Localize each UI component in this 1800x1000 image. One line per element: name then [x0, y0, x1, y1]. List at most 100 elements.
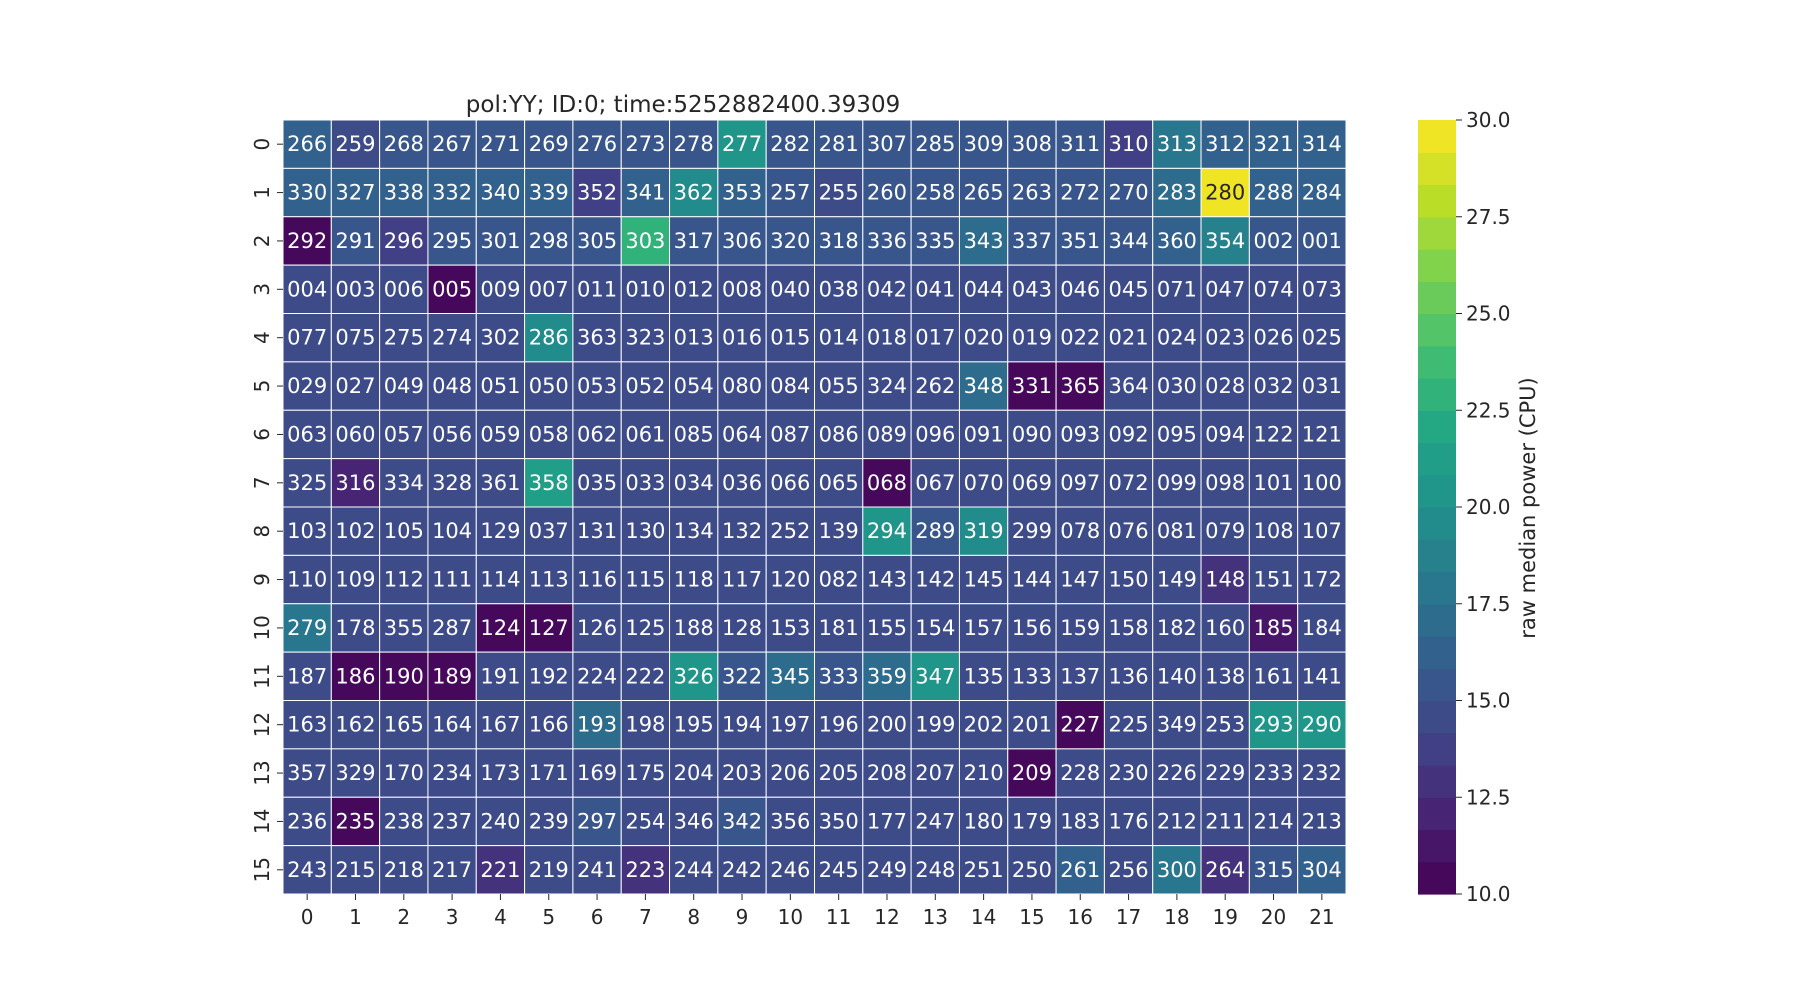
y-tick-label: 14 — [250, 809, 274, 834]
cell-label: 319 — [964, 519, 1004, 543]
cell-label: 321 — [1253, 132, 1293, 156]
cell-label: 025 — [1302, 326, 1342, 350]
cell-label: 100 — [1302, 471, 1342, 495]
cell-label: 140 — [1157, 664, 1197, 688]
cell-label: 038 — [819, 277, 859, 301]
heatmap-cell — [427, 651, 477, 701]
cell-label: 185 — [1253, 616, 1293, 640]
heatmap-cell — [814, 458, 864, 508]
colorbar-label: raw median power (CPU) — [1516, 377, 1540, 638]
cell-label: 239 — [529, 809, 569, 833]
heatmap-cell — [862, 554, 912, 605]
colorbar-segment — [1418, 410, 1456, 444]
cell-label: 327 — [335, 181, 375, 205]
cell-label: 175 — [625, 761, 665, 785]
cell-label: 110 — [287, 568, 327, 592]
heatmap-cell — [1103, 700, 1154, 750]
cell-label: 029 — [287, 374, 327, 398]
x-tick-label: 10 — [778, 905, 803, 929]
x-tick-label: 20 — [1261, 905, 1286, 929]
heatmap-cell — [1103, 409, 1154, 460]
cell-label: 058 — [529, 422, 569, 446]
heatmap-cell — [1248, 845, 1299, 895]
cell-label: 346 — [674, 809, 714, 833]
heatmap-cell — [282, 313, 332, 363]
cell-label: 050 — [529, 374, 569, 398]
heatmap-cell — [330, 748, 381, 798]
cell-label: 189 — [432, 664, 472, 688]
heatmap-cell — [1152, 409, 1202, 460]
cell-label: 342 — [722, 809, 762, 833]
heatmap-cell — [620, 700, 671, 750]
cell-label: 053 — [577, 374, 617, 398]
cell-label: 087 — [770, 422, 810, 446]
cell-label: 049 — [384, 374, 424, 398]
cell-label: 144 — [1012, 568, 1052, 592]
cell-label: 274 — [432, 326, 472, 350]
heatmap-cell — [1152, 651, 1202, 701]
cell-label: 166 — [529, 713, 569, 737]
cell-label: 326 — [674, 664, 714, 688]
cell-label: 258 — [915, 181, 955, 205]
cell-label: 262 — [915, 374, 955, 398]
heatmap-cell — [910, 554, 960, 605]
cell-label: 338 — [384, 181, 424, 205]
cell-label: 226 — [1157, 761, 1197, 785]
cell-label: 285 — [915, 132, 955, 156]
heatmap-cell — [620, 264, 671, 314]
heatmap-cell — [1200, 409, 1250, 460]
heatmap-cell — [524, 409, 574, 460]
cell-label: 235 — [335, 809, 375, 833]
cell-label: 273 — [625, 132, 665, 156]
cell-label: 356 — [770, 809, 810, 833]
cell-label: 315 — [1253, 858, 1293, 882]
cell-label: 308 — [1012, 132, 1052, 156]
cell-label: 298 — [529, 229, 569, 253]
heatmap-cell — [1152, 603, 1202, 653]
cell-label: 139 — [819, 519, 859, 543]
cell-label: 004 — [287, 277, 327, 301]
cell-label: 148 — [1205, 568, 1245, 592]
cell-label: 035 — [577, 471, 617, 495]
cell-label: 107 — [1302, 519, 1342, 543]
heatmap-cell — [717, 119, 767, 169]
cell-label: 102 — [335, 519, 375, 543]
heatmap-cell — [958, 409, 1009, 460]
heatmap-cell — [1103, 506, 1154, 556]
cell-label: 095 — [1157, 422, 1197, 446]
cell-label: 006 — [384, 277, 424, 301]
cell-label: 224 — [577, 664, 617, 688]
cell-label: 212 — [1157, 809, 1197, 833]
colorbar-segment — [1418, 216, 1456, 250]
heatmap-cell — [1055, 167, 1105, 218]
heatmap-cell — [862, 748, 912, 798]
cell-label: 268 — [384, 132, 424, 156]
cell-label: 303 — [625, 229, 665, 253]
cell-label: 267 — [432, 132, 472, 156]
cell-label: 362 — [674, 181, 714, 205]
cell-label: 064 — [722, 422, 762, 446]
cell-label: 203 — [722, 761, 762, 785]
heatmap-cell — [330, 603, 381, 653]
cell-label: 147 — [1060, 568, 1100, 592]
cell-label: 073 — [1302, 277, 1342, 301]
heatmap-cell — [669, 361, 719, 411]
cell-label: 171 — [529, 761, 569, 785]
cell-label: 261 — [1060, 858, 1100, 882]
heatmap-cell — [814, 554, 864, 605]
cell-label: 145 — [964, 568, 1004, 592]
cell-label: 015 — [770, 326, 810, 350]
heatmap-cell — [524, 603, 574, 653]
heatmap-cell — [814, 603, 864, 653]
cell-label: 290 — [1302, 713, 1342, 737]
heatmap-cell — [669, 264, 719, 314]
y-tick-label: 10 — [250, 615, 274, 640]
cell-label: 010 — [625, 277, 665, 301]
heatmap-cell — [814, 748, 864, 798]
cell-label: 283 — [1157, 181, 1197, 205]
cell-label: 138 — [1205, 664, 1245, 688]
cell-label: 111 — [432, 568, 472, 592]
cell-label: 245 — [819, 858, 859, 882]
heatmap-cell — [620, 554, 671, 605]
cell-label: 299 — [1012, 519, 1052, 543]
